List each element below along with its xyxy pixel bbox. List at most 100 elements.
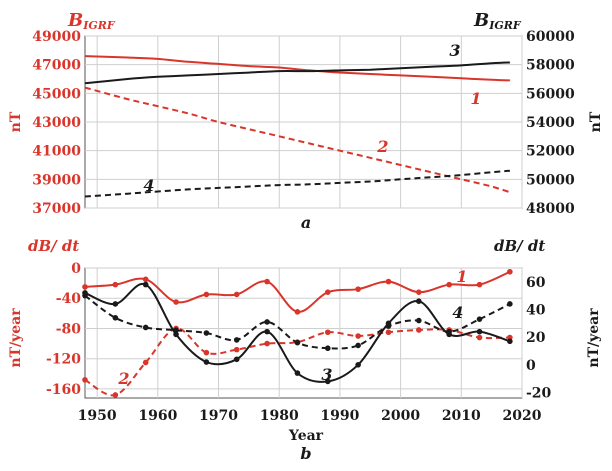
series-point-1 — [416, 289, 422, 295]
series-point-1 — [203, 291, 210, 298]
series-point-3 — [173, 331, 179, 338]
series-point-1 — [355, 286, 361, 292]
series-point-1 — [112, 281, 119, 288]
panel-label-b: b — [300, 444, 311, 463]
right-tick-label: 20 — [526, 330, 546, 346]
x-tick-label: 2020 — [503, 408, 542, 424]
right-axis-title: dB/ dt — [494, 237, 545, 255]
panel-label-a: a — [301, 213, 311, 232]
right-tick-label: 40 — [526, 302, 546, 318]
series-point-4 — [233, 337, 240, 343]
left-tick-label: -160 — [46, 382, 81, 398]
series-number-4: 4 — [143, 176, 154, 195]
right-tick-label: 52000 — [526, 144, 575, 160]
right-tick-label: 48000 — [526, 201, 575, 217]
series-point-3 — [324, 378, 331, 385]
series-number-4: 4 — [452, 303, 463, 322]
series-point-3 — [355, 362, 361, 368]
x-tick-label: 1950 — [78, 408, 117, 424]
series-point-4 — [355, 342, 361, 349]
right-tick-label: 0 — [526, 358, 536, 374]
right-axis-title: BIGRF — [473, 10, 522, 32]
left-axis-unit: nT — [8, 111, 24, 132]
series-point-2 — [416, 327, 422, 333]
right-axis-unit: nT/year — [586, 308, 602, 368]
series-point-4 — [82, 292, 88, 299]
series-number-3: 3 — [449, 41, 460, 60]
series-point-1 — [385, 278, 392, 285]
series-number-1: 1 — [470, 89, 481, 108]
panel-a: 37000 39000 41000 43000 45000 47000 49000 48000… — [8, 10, 604, 232]
right-tick-label: 60 — [526, 275, 546, 291]
series-point-1 — [324, 289, 331, 295]
left-tick-label: 43000 — [32, 115, 81, 131]
series-line-2 — [84, 327, 510, 397]
series-number-2: 2 — [117, 369, 129, 388]
series-point-2 — [142, 359, 149, 366]
right-tick-label: 60000 — [526, 29, 575, 45]
x-tick-label: 1980 — [260, 408, 299, 424]
series-line-4 — [84, 169, 510, 198]
left-tick-label: -40 — [56, 291, 82, 307]
right-tick-label: 54000 — [526, 115, 575, 131]
series-point-4 — [203, 330, 210, 336]
left-tick-label: 41000 — [32, 144, 81, 160]
left-tick-label: 37000 — [32, 201, 81, 217]
series-point-4 — [476, 316, 483, 322]
series-point-2 — [203, 349, 210, 356]
right-tick-label: 56000 — [526, 86, 575, 102]
x-tick-label: 1960 — [138, 408, 177, 424]
series-number-2: 2 — [376, 137, 388, 156]
series-point-1 — [233, 291, 240, 298]
series-point-2 — [264, 340, 270, 347]
series-point-3 — [476, 328, 483, 335]
series-point-4 — [385, 323, 392, 329]
series-point-3 — [233, 356, 240, 363]
x-tick-label: 1990 — [320, 408, 359, 424]
series-point-1 — [173, 299, 179, 305]
series-point-2 — [112, 392, 119, 398]
left-axis-unit: nT/year — [8, 308, 24, 368]
left-tick-label: 39000 — [32, 172, 81, 188]
series-point-3 — [507, 338, 513, 345]
series-point-1 — [507, 268, 513, 275]
x-tick-label: 2000 — [381, 408, 420, 424]
series-point-3 — [416, 298, 422, 304]
series-point-1 — [264, 278, 270, 285]
series-point-2 — [324, 329, 331, 336]
series-point-3 — [294, 370, 301, 376]
series-point-3 — [264, 328, 270, 335]
series-line-1 — [84, 270, 511, 313]
series-point-3 — [142, 281, 149, 288]
left-tick-label: 0 — [71, 261, 81, 277]
right-axis-unit: nT — [588, 111, 604, 132]
series-number-1: 1 — [456, 267, 467, 286]
series-point-3 — [203, 359, 210, 365]
series-point-1 — [446, 281, 452, 288]
left-tick-label: 45000 — [32, 86, 81, 102]
series-point-1 — [82, 284, 88, 290]
series-point-4 — [112, 314, 119, 321]
series-point-2 — [476, 334, 483, 341]
right-tick-label: -20 — [526, 385, 552, 401]
x-tick-label: 2010 — [442, 408, 481, 424]
left-tick-label: 47000 — [32, 58, 81, 74]
x-axis-title: Year — [288, 428, 324, 444]
series-number-3: 3 — [321, 365, 332, 384]
series-point-2 — [233, 346, 240, 353]
left-tick-label: -120 — [46, 352, 81, 368]
series-point-4 — [142, 324, 149, 331]
series-point-4 — [446, 328, 452, 335]
series-line-2 — [84, 86, 511, 194]
series-point-4 — [294, 339, 301, 346]
left-tick-label: -80 — [56, 321, 82, 337]
series-point-4 — [264, 319, 270, 325]
left-axis-title: dB/ dt — [28, 237, 79, 255]
right-tick-label: 50000 — [526, 172, 575, 188]
series-point-2 — [385, 329, 392, 336]
series-point-1 — [476, 281, 483, 288]
left-axis-title: BIGRF — [67, 10, 116, 32]
panel-b: -160 -120 -80 -40 0 -20 0 20 40 60 dB/ dt dB/ dt nT/… — [8, 237, 602, 463]
left-tick-label: 49000 — [32, 29, 81, 45]
